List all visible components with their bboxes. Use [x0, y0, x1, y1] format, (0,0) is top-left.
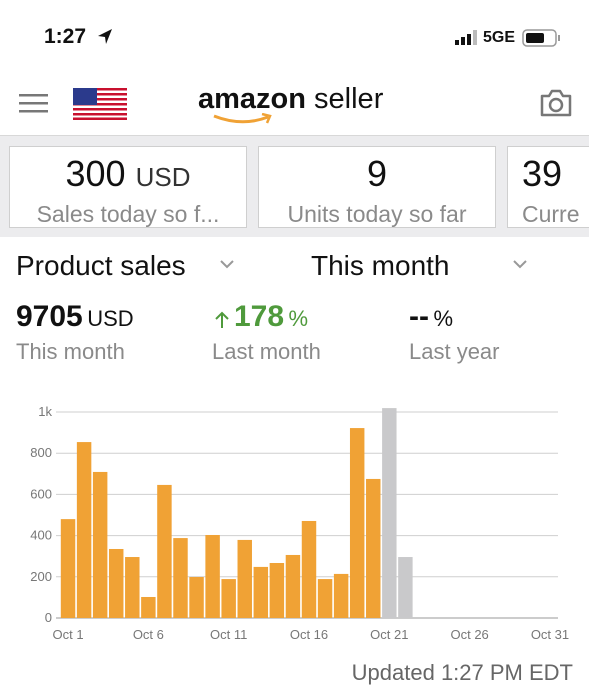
card-unit: USD [135, 162, 191, 192]
y-tick-label: 0 [45, 610, 52, 625]
bar [237, 539, 252, 618]
card-label: Curre [522, 201, 580, 227]
stat-value: 178 [234, 300, 285, 333]
x-tick-label: Oct 16 [290, 627, 328, 642]
camera-button[interactable] [539, 88, 573, 118]
network-label: 5GE [483, 29, 516, 46]
bar [366, 478, 381, 618]
logo-smile [213, 113, 272, 124]
card[interactable]: 9 Units today so far [258, 146, 496, 228]
bar [269, 562, 285, 618]
card[interactable]: 300 USD Sales today so f... [9, 146, 247, 228]
chevron [220, 260, 234, 269]
bar [317, 579, 333, 618]
logo: amazon seller [198, 83, 383, 116]
bar [189, 577, 204, 618]
country-flag[interactable] [73, 88, 127, 120]
bar [76, 442, 92, 618]
y-tick-label: 800 [30, 445, 52, 460]
x-tick-label: Oct 26 [450, 627, 488, 642]
stat-unit: % [288, 306, 309, 331]
card[interactable]: 39 Curre [507, 146, 589, 228]
location-icon [98, 29, 112, 44]
bar [333, 573, 349, 618]
stat-label: Last year [409, 339, 500, 364]
menu-button[interactable] [19, 92, 49, 114]
bar [285, 554, 301, 618]
card-value: 300 [65, 153, 126, 194]
bar [141, 596, 156, 618]
y-tick-label: 200 [30, 569, 52, 584]
stat: 178 % [234, 300, 308, 334]
bar [108, 548, 124, 618]
updated-note: Updated 1:27 PM EDT [351, 660, 573, 685]
up-arrow [215, 311, 229, 328]
bar [173, 538, 188, 618]
bar [92, 471, 108, 618]
x-tick-label: Oct 31 [531, 627, 569, 642]
bar [205, 534, 220, 618]
logo-brand: amazon [198, 83, 306, 115]
y-tick-label: 400 [30, 528, 52, 543]
bar [398, 557, 413, 618]
period-dropdown[interactable]: This month [311, 250, 450, 281]
stat-unit: USD [87, 306, 134, 331]
y-tick-label: 600 [30, 486, 52, 501]
battery-icon [522, 29, 560, 47]
x-tick-label: Oct 11 [210, 627, 247, 642]
bar [157, 484, 172, 618]
stat-value: 9705 [16, 300, 83, 333]
summary-cards: 300 USD Sales today so f... 9 Units today … [0, 135, 589, 237]
stat-unit: % [433, 306, 453, 331]
stat-value: -- [409, 300, 429, 333]
y-tick-label: 1k [38, 404, 52, 419]
status-time: 1:27 [44, 25, 87, 48]
card-value: 9 [366, 153, 388, 194]
signal-icon [455, 30, 477, 45]
stat: 9705 USD [16, 300, 134, 334]
bar [301, 520, 317, 618]
x-tick-label: Oct 1 [52, 627, 83, 642]
bar [253, 566, 269, 618]
stat-label: Last month [212, 339, 321, 364]
bar [125, 557, 140, 618]
bar [60, 519, 76, 618]
bar [349, 428, 365, 618]
stat-label: This month [16, 339, 125, 364]
x-tick-label: Oct 21 [370, 627, 408, 642]
metric-dropdown[interactable]: Product sales [16, 250, 186, 281]
bar [221, 579, 236, 618]
sales-chart: 0 200 400 600 800 1k Oct 1 Oct 6 Oct 11 Oct 16 Oct… [30, 404, 569, 642]
stat: -- % [409, 300, 453, 334]
card-label: Units today so far [287, 201, 467, 227]
chevron [513, 260, 527, 269]
x-tick-label: Oct 6 [133, 627, 164, 642]
bar [382, 408, 397, 618]
card-label: Sales today so f... [36, 201, 220, 227]
logo-product: seller [314, 83, 384, 115]
card-value: 39 [522, 153, 563, 194]
